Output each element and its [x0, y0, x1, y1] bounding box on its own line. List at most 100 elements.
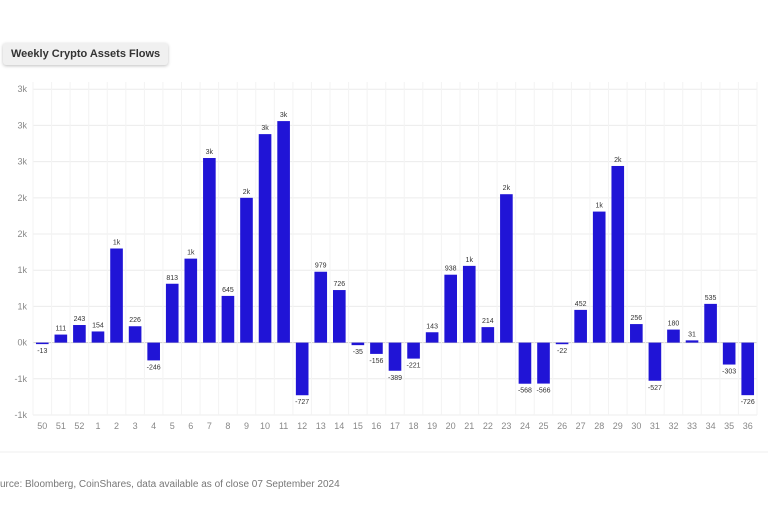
bar [258, 134, 272, 343]
y-tick-label: 3k [17, 120, 27, 130]
bar [444, 274, 458, 343]
data-label: -22 [557, 348, 567, 355]
x-tick-label: 35 [724, 421, 734, 431]
bar [277, 121, 290, 343]
data-label: -727 [295, 399, 309, 406]
bar [54, 334, 68, 343]
data-label: -389 [388, 375, 402, 382]
y-tick-label: -1k [14, 410, 27, 420]
data-label: 180 [668, 321, 680, 328]
data-label: -13 [37, 348, 47, 355]
data-label: 2k [503, 185, 511, 192]
x-tick-label: 7 [207, 421, 212, 431]
x-tick-label: 14 [334, 421, 344, 431]
data-label: 214 [482, 318, 494, 325]
bar [555, 342, 569, 345]
y-tick-label: 2k [17, 229, 27, 239]
bar [500, 194, 513, 343]
x-tick-label: 29 [613, 421, 623, 431]
y-tick-label: -1k [14, 374, 27, 384]
bar [351, 342, 365, 346]
x-tick-label: 36 [743, 421, 753, 431]
data-label: 1k [466, 257, 474, 264]
bar [462, 265, 476, 343]
bar [295, 342, 309, 396]
bar [685, 340, 699, 343]
x-tick-label: 52 [74, 421, 84, 431]
bar [704, 303, 717, 343]
data-label: 452 [575, 301, 587, 308]
x-tick-label: 9 [244, 421, 249, 431]
x-tick-label: 1 [95, 421, 100, 431]
bar [110, 248, 123, 343]
data-label: -566 [537, 388, 551, 395]
bar [73, 325, 86, 343]
data-label: 2k [243, 189, 251, 196]
bar [630, 324, 643, 343]
x-tick-label: 13 [316, 421, 326, 431]
bar [611, 165, 625, 343]
data-label: 3k [206, 149, 214, 156]
data-label: 3k [261, 125, 269, 132]
data-label: -527 [648, 385, 662, 392]
x-tick-label: 32 [668, 421, 678, 431]
x-tick-label: 16 [371, 421, 381, 431]
x-tick-label: 28 [594, 421, 604, 431]
x-tick-label: 26 [557, 421, 567, 431]
data-label: 938 [445, 266, 457, 273]
y-tick-label: 3k [17, 157, 27, 167]
bar [35, 342, 49, 345]
data-label: 2k [614, 157, 622, 164]
bar [518, 342, 532, 384]
data-label: 154 [92, 322, 104, 329]
bar [240, 197, 253, 343]
data-label: -303 [722, 369, 736, 376]
x-tick-label: 31 [650, 421, 660, 431]
x-tick-label: 17 [390, 421, 400, 431]
x-axis: 50 51 52 1 2 3 4 5 6 7 8 9 10 11 12 13 14 15 16 17 18 19 20 21 2… [37, 421, 752, 431]
bar [332, 290, 346, 343]
x-tick-label: 11 [279, 421, 288, 431]
data-label: 143 [426, 323, 438, 330]
x-tick-label: 12 [297, 421, 307, 431]
data-label: 111 [56, 326, 67, 333]
bar [425, 332, 439, 343]
bar [722, 342, 736, 365]
data-label: -246 [147, 364, 161, 371]
x-tick-label: 25 [539, 421, 549, 431]
chart-title: Weekly Crypto Assets Flows [3, 43, 169, 65]
x-tick-label: 33 [687, 421, 697, 431]
x-tick-label: 5 [170, 421, 175, 431]
data-labels: -13 111 243 154 1k 226 -246 813 1k 3k 645 2k 3k 3k -72… [37, 112, 755, 406]
x-tick-label: 8 [225, 421, 230, 431]
data-label: 1k [187, 250, 195, 257]
x-tick-label: 3 [133, 421, 138, 431]
x-tick-label: 10 [260, 421, 270, 431]
bar [648, 342, 662, 381]
data-label: -568 [518, 388, 532, 395]
bars [35, 121, 755, 396]
data-label: 243 [74, 316, 86, 323]
data-label: 3k [280, 112, 288, 119]
y-axis: -1k -1k 0k 1k 1k 2k 2k 3k 3k 3k [14, 84, 27, 420]
data-label: 645 [222, 287, 234, 294]
x-tick-label: 15 [353, 421, 363, 431]
data-label: 31 [688, 331, 696, 338]
data-label: 813 [166, 275, 178, 282]
bar [203, 158, 216, 343]
bar [221, 295, 235, 343]
y-tick-label: 0k [17, 338, 27, 348]
x-tick-label: 21 [464, 421, 474, 431]
grid-lines [0, 82, 768, 453]
data-label: 1k [113, 240, 121, 247]
bar [481, 327, 495, 343]
data-label: -156 [369, 358, 383, 365]
x-tick-label: 18 [409, 421, 419, 431]
y-tick-label: 1k [17, 301, 27, 311]
bar [741, 342, 755, 396]
bar [184, 258, 198, 343]
bar [388, 342, 402, 371]
x-tick-label: 34 [706, 421, 716, 431]
